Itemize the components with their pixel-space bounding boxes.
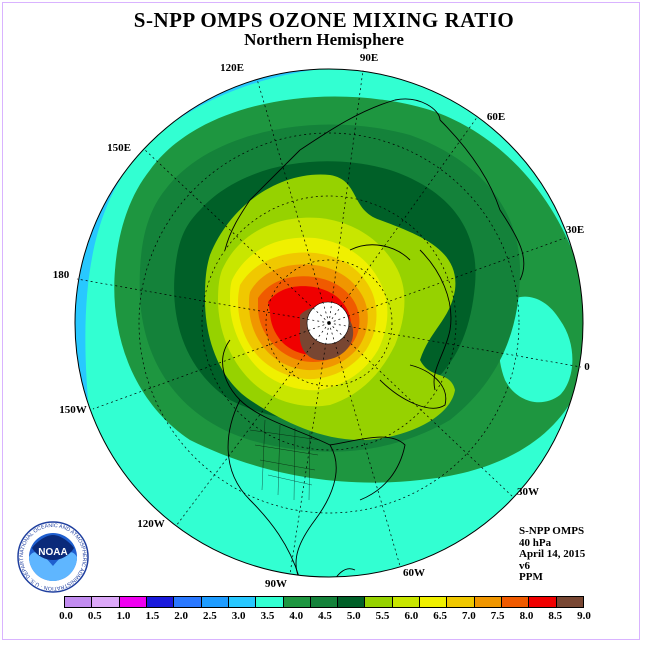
coast-asia-south (439, 119, 525, 281)
info-units: PPM (519, 571, 543, 583)
colorbar-tick-label: 0.5 (87, 610, 102, 622)
map-boundary (74, 68, 584, 578)
colorbar-tick-label: 9.0 (577, 610, 591, 622)
colorbar-swatch (283, 597, 311, 607)
meridian-30e (328, 237, 566, 324)
meridian-60w (328, 322, 401, 567)
colorbar-swatch (338, 597, 366, 607)
colorbar-swatch (174, 597, 202, 607)
latitude-circle-40 (138, 132, 520, 514)
meridian-150e (143, 148, 330, 324)
latitude-circle-60 (201, 195, 457, 451)
meridian-150w (92, 322, 330, 410)
colorbar-swatch (420, 597, 448, 607)
lon-label-90e: 90E (360, 52, 378, 64)
boundaries-grid (249, 419, 321, 501)
colorbar-swatch (502, 597, 530, 607)
coast-alaska (222, 339, 241, 401)
lon-label-60e: 60E (487, 111, 505, 123)
lon-label-30e: 30E (566, 224, 584, 236)
colorbar-tick-label: 4.0 (289, 610, 304, 622)
lon-label-180: 180 (53, 269, 70, 281)
coastlines (222, 98, 525, 577)
colorbar-swatch (92, 597, 120, 607)
lon-label-120w: 120W (137, 518, 165, 530)
colorbar-swatch (146, 597, 175, 607)
lon-label-0: 0 (584, 361, 590, 373)
noaa-logo-bird (32, 535, 74, 560)
colorbar-swatch (365, 597, 393, 607)
map-title: S-NPP OMPS OZONE MIXING RATIO (133, 8, 515, 32)
coast-kamchatka (249, 149, 301, 201)
colorbar-tick-label: 1.5 (145, 610, 160, 622)
noaa-logo-text: NOAA (38, 547, 67, 558)
coast-siberia (349, 244, 411, 261)
colorbar-tick-label: 8.5 (548, 610, 563, 622)
noaa-logo: NATIONAL OCEANIC AND ATMOSPHERIC ADMINIS… (16, 520, 89, 593)
coast-asia-east (299, 98, 441, 151)
colorbar-tick-label: 2.5 (203, 610, 217, 622)
colorbar-swatch (447, 597, 475, 607)
colorbar-tick-label: 3.5 (260, 610, 275, 622)
lon-label-60w: 60W (403, 567, 425, 579)
meridian-30w (328, 322, 514, 498)
meridian-90w (289, 322, 330, 575)
colorbar-tick-label: 4.5 (318, 610, 332, 622)
colorbar-tick-label: 6.0 (404, 610, 419, 622)
info-version: v6 (519, 559, 530, 572)
colorbar-swatch (228, 597, 257, 607)
colorbar (64, 596, 584, 608)
lon-label-120e: 120E (220, 62, 244, 74)
coast-greenland (379, 364, 447, 409)
coast-north-america-east (239, 399, 337, 577)
map-subtitle: Northern Hemisphere (244, 30, 404, 49)
lon-label-30w: 30W (517, 486, 539, 498)
product-info: S-NPP OMPS 40 hPa April 14, 2015 v6 PPM (519, 525, 586, 584)
colorbar-swatch (119, 597, 147, 607)
coast-greenland-labrador (329, 436, 406, 501)
coast-chukotka (224, 199, 251, 251)
graticule (76, 69, 582, 575)
colorbar-swatch (256, 597, 284, 607)
colorbar-swatch (392, 597, 421, 607)
colorbar-tick-label: 5.0 (346, 610, 361, 622)
noaa-logo-wave (29, 552, 77, 581)
colorbar-swatch (201, 597, 229, 607)
colorbar-tick-label: 1.0 (116, 610, 131, 622)
lon-label-90w: 90W (265, 578, 287, 590)
colorbar-swatch (474, 597, 502, 607)
plot-frame (2, 2, 640, 640)
info-level: 40 hPa (519, 536, 552, 549)
info-date: April 14, 2015 (519, 548, 586, 560)
colorbar-tick-label: 6.5 (433, 610, 447, 622)
colorbar-tick-label: 8.0 (519, 610, 534, 622)
coast-central-america (329, 568, 356, 577)
coast-europe (419, 249, 452, 391)
colorbar-ticks: 0.0 0.5 1.0 1.5 2.0 2.5 3.0 3.5 4.0 4.5 5.0 5.5 6.0 6… (0, 610, 648, 624)
colorbar-swatch (556, 597, 583, 607)
ozone-field (75, 69, 583, 577)
colorbar-tick-label: 2.0 (174, 610, 188, 622)
latitude-circle-80 (265, 259, 393, 387)
boundaries-lon (261, 419, 311, 501)
meridian-120w (175, 322, 330, 527)
info-instrument: S-NPP OMPS (519, 525, 585, 537)
colorbar-swatch (65, 597, 93, 607)
colorbar-tick-label: 5.5 (375, 610, 390, 622)
band-3-5-intrusion (498, 296, 573, 403)
colorbar-swatch (310, 597, 339, 607)
colorbar-tick-label: 3.0 (231, 610, 246, 622)
lon-label-150e: 150E (107, 142, 131, 154)
colorbar-swatch (529, 597, 557, 607)
boundaries-lat (249, 429, 321, 486)
colorbar-tick-label: 0.0 (59, 610, 73, 622)
colorbar-tick-label: 7.0 (462, 610, 476, 622)
coast-north-america-west (227, 399, 301, 577)
lon-label-150w: 150W (59, 404, 87, 416)
colorbar-tick-label: 7.5 (490, 610, 505, 622)
